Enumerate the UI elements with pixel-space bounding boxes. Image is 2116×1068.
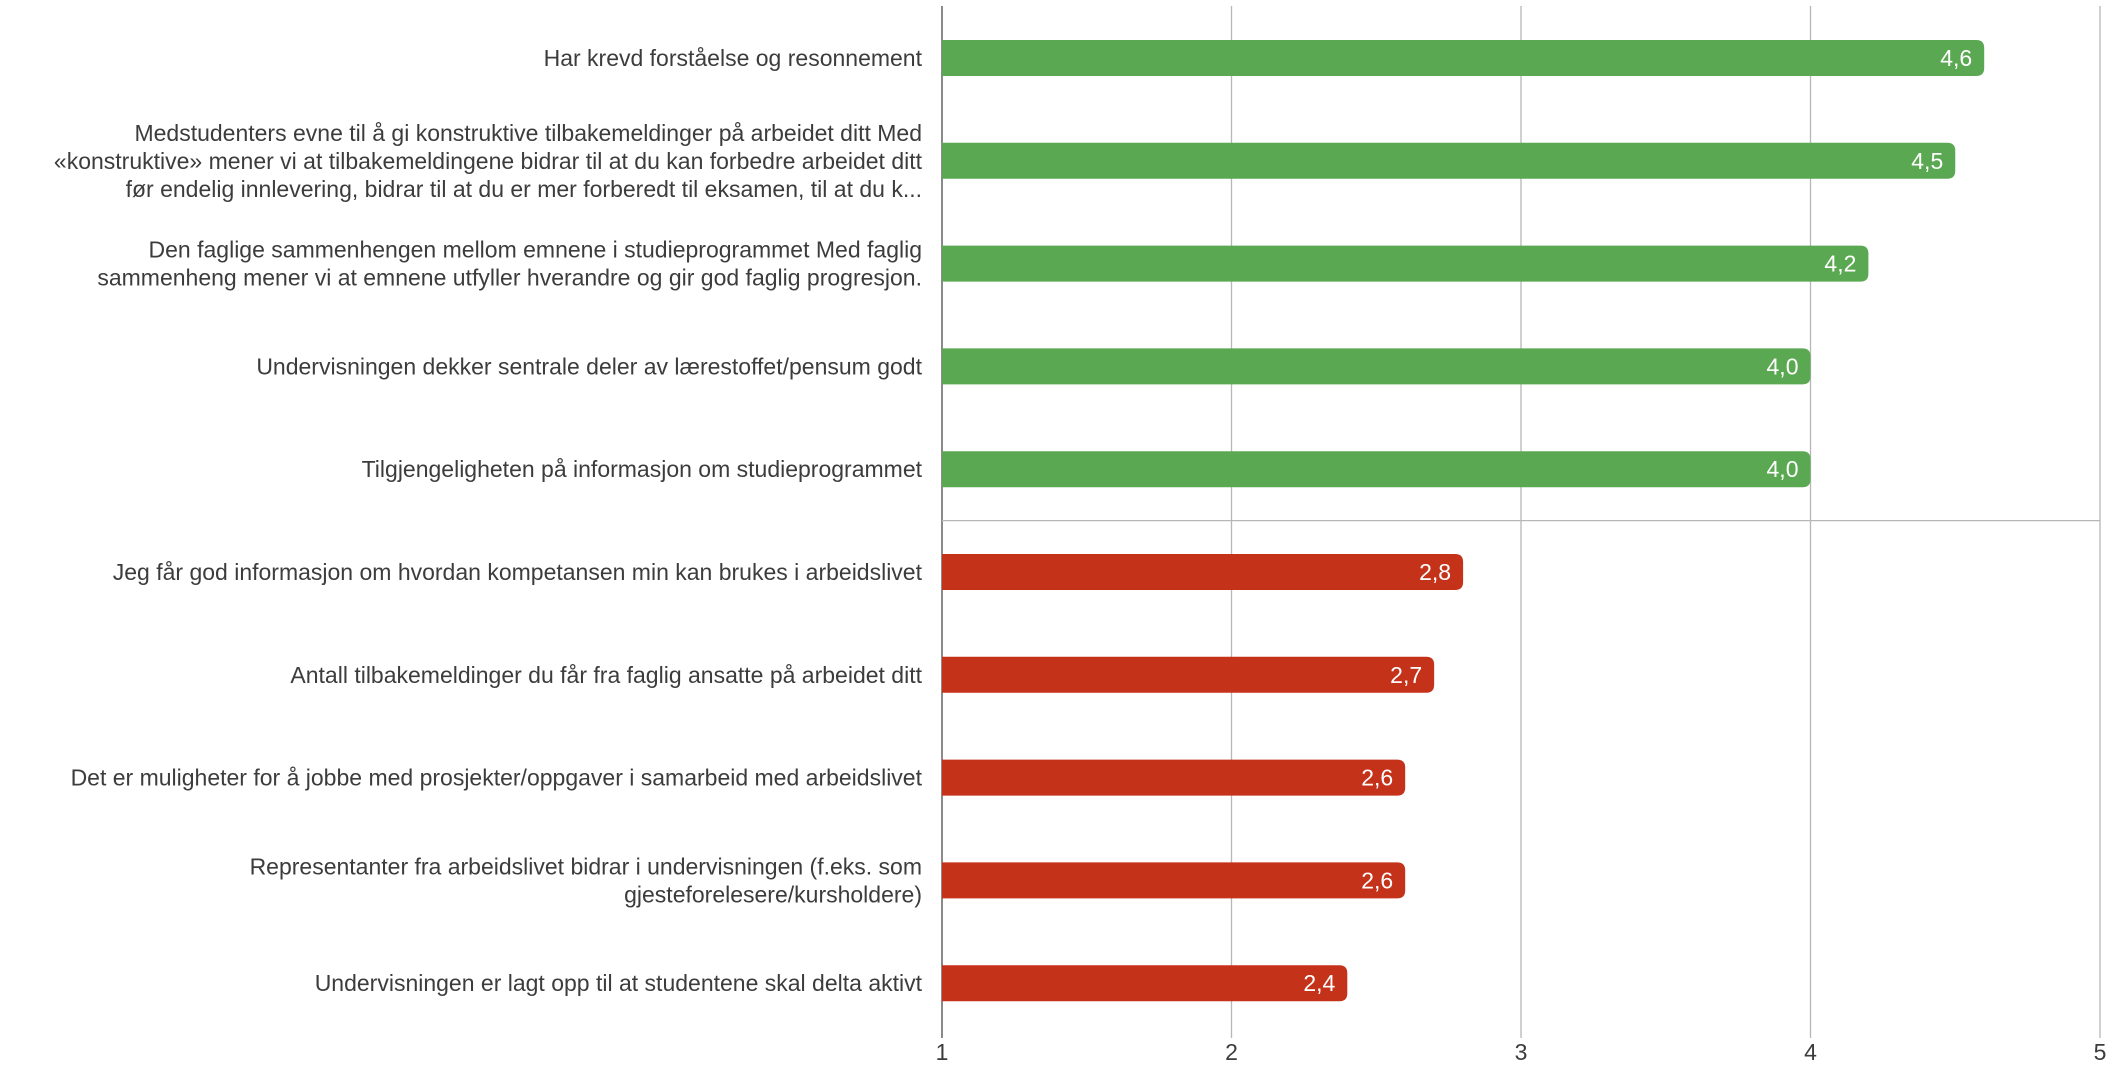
bar [942,40,1985,76]
data-label: 2,7 [1390,662,1422,688]
data-label: 4,5 [1911,148,1943,174]
bar [942,245,1869,282]
data-label: 4,0 [1767,353,1799,379]
bar [942,965,1348,1002]
category-label: Jeg får god informasjon om hvordan kompe… [113,559,923,585]
x-tick-label: 2 [1225,1039,1238,1065]
category-label: Har krevd forståelse og resonnement [544,45,923,71]
category-label: Tilgjengeligheten på informasjon om stud… [362,456,923,482]
category-label: Medstudenters evne til å gi konstruktive… [54,120,923,202]
bar [942,451,1811,488]
category-label: Den faglige sammenhengen mellom emnene i… [97,237,922,291]
x-tick-label: 3 [1515,1039,1528,1065]
category-labels: Har krevd forståelse og resonnement Medst… [54,45,923,996]
bar [942,348,1811,385]
data-label: 4,0 [1767,456,1799,482]
category-label: Representanter fra arbeidslivet bidrar i… [250,853,922,907]
x-tick-label: 1 [936,1039,949,1065]
bar [942,554,1464,590]
x-tick-label: 4 [1804,1039,1817,1065]
data-label: 4,2 [1824,251,1856,277]
x-tick-label: 5 [2094,1039,2107,1065]
data-label: 2,6 [1361,765,1393,791]
bar [942,656,1435,693]
category-label: Undervisningen dekker sentrale deler av … [256,353,922,379]
bar [942,862,1406,899]
category-label: Undervisningen er lagt opp til at studen… [315,970,923,996]
bars: 4,6 4,5 4,2 4,0 4,0 2,8 2,7 2,6 2,6 2,4 [942,40,1985,1002]
data-label: 2,4 [1303,970,1335,996]
bar [942,142,1956,179]
category-label: Antall tilbakemeldinger du får fra fagli… [290,662,922,688]
data-label: 4,6 [1940,45,1972,71]
bar [942,759,1406,796]
data-label: 2,6 [1361,867,1393,893]
x-axis-ticks: 1 2 3 4 5 [936,1039,2107,1065]
category-label: Det er muligheter for å jobbe med prosje… [71,765,923,791]
data-label: 2,8 [1419,559,1451,585]
